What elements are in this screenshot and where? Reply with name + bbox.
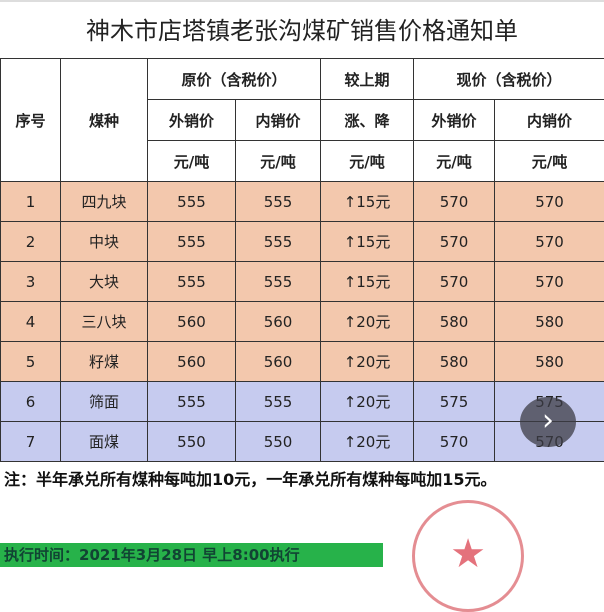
cell-coal: 三八块 [61,302,148,342]
cell-o-out: 555 [148,222,236,262]
header-change: 较上期 [321,59,414,100]
cell-c-out: 580 [414,342,495,382]
cell-o-out: 555 [148,382,236,422]
cell-c-in: 580 [495,302,604,342]
cell-chg: ↑20元 [321,422,414,462]
cell-coal: 四九块 [61,182,148,222]
official-seal: ★ [412,500,524,612]
cell-o-in: 555 [236,182,321,222]
next-image-button[interactable]: › [520,397,576,447]
cell-c-in: 570 [495,222,604,262]
cell-chg: ↑20元 [321,342,414,382]
cell-o-in: 555 [236,222,321,262]
unit: 元/吨 [414,141,495,182]
cell-chg: ↑15元 [321,222,414,262]
header-orig-in: 内销价 [236,100,321,141]
note: 注：半年承兑所有煤种每吨加10元，一年承兑所有煤种每吨加15元。 [4,466,497,490]
header-seq: 序号 [1,59,61,182]
cell-o-out: 555 [148,182,236,222]
header-current-price: 现价（含税价） [414,59,604,100]
cell-coal: 籽煤 [61,342,148,382]
cell-coal: 中块 [61,222,148,262]
execution-time: 执行时间：2021年3月28日 早上8:00执行 [0,543,383,567]
header-original-price: 原价（含税价） [148,59,321,100]
cell-seq: 7 [1,422,61,462]
cell-c-out: 570 [414,422,495,462]
cell-seq: 5 [1,342,61,382]
price-table: 序号 煤种 原价（含税价） 较上期 现价（含税价） 外销价 内销价 涨、降 外销… [0,58,604,462]
cell-coal: 大块 [61,262,148,302]
unit: 元/吨 [495,141,604,182]
cell-o-out: 560 [148,342,236,382]
unit: 元/吨 [236,141,321,182]
cell-chg: ↑15元 [321,262,414,302]
header-cur-out: 外销价 [414,100,495,141]
cell-chg: ↑15元 [321,182,414,222]
cell-o-out: 555 [148,262,236,302]
cell-seq: 6 [1,382,61,422]
cell-c-in: 570 [495,182,604,222]
cell-o-in: 555 [236,262,321,302]
header-orig-out: 外销价 [148,100,236,141]
header-cur-in: 内销价 [495,100,604,141]
cell-seq: 1 [1,182,61,222]
cell-c-out: 570 [414,262,495,302]
page-title: 神木市店塔镇老张沟煤矿销售价格通知单 [0,0,604,61]
header-coal: 煤种 [61,59,148,182]
cell-chg: ↑20元 [321,382,414,422]
unit: 元/吨 [321,141,414,182]
unit: 元/吨 [148,141,236,182]
cell-c-out: 570 [414,222,495,262]
cell-c-out: 575 [414,382,495,422]
cell-c-in: 580 [495,342,604,382]
cell-c-out: 580 [414,302,495,342]
header-updown: 涨、降 [321,100,414,141]
cell-chg: ↑20元 [321,302,414,342]
cell-o-out: 550 [148,422,236,462]
cell-o-in: 560 [236,302,321,342]
cell-coal: 面煤 [61,422,148,462]
cell-c-out: 570 [414,182,495,222]
cell-seq: 2 [1,222,61,262]
cell-o-in: 560 [236,342,321,382]
cell-o-in: 555 [236,382,321,422]
cell-o-in: 550 [236,422,321,462]
star-icon: ★ [415,531,521,577]
cell-coal: 筛面 [61,382,148,422]
cell-o-out: 560 [148,302,236,342]
cell-seq: 3 [1,262,61,302]
cell-c-in: 570 [495,262,604,302]
cell-seq: 4 [1,302,61,342]
